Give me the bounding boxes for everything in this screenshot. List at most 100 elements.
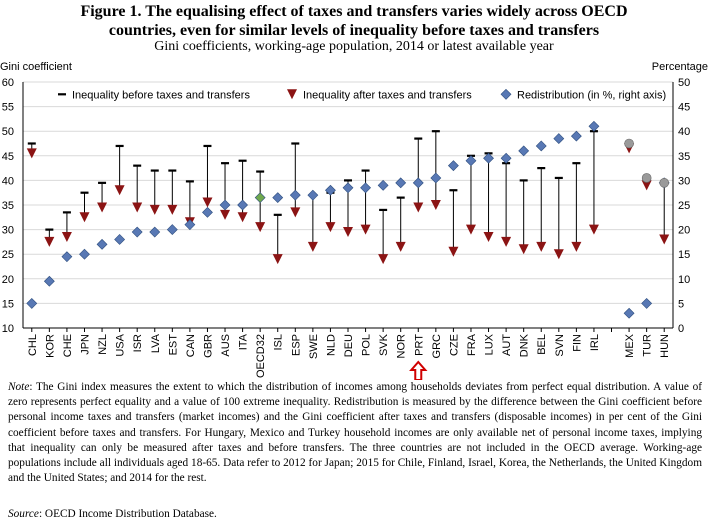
y-tick-left-label: 25 — [2, 249, 14, 261]
x-tick-label-can: CAN — [185, 334, 197, 357]
redistribution-marker-nor — [395, 177, 407, 189]
x-tick-label-pol: POL — [361, 334, 373, 356]
x-tick-label-mex: MEX — [624, 333, 636, 358]
x-tick-label-irl: IRL — [589, 334, 601, 351]
redistribution-marker-pol — [360, 182, 371, 194]
y-tick-right-label: 35 — [678, 151, 690, 163]
figure-title-line-1: Figure 1. The equalising effect of taxes… — [80, 3, 628, 20]
y-tick-left-label: 40 — [2, 175, 14, 187]
x-tick-label-nld: NLD — [325, 334, 337, 356]
redistribution-marker-chl — [26, 297, 38, 309]
x-tick-label-gbr: GBR — [202, 334, 214, 358]
x-tick-label-nzl: NZL — [97, 334, 109, 355]
after-marker-gbr — [202, 197, 213, 208]
redistribution-marker-grc — [430, 172, 442, 184]
after-marker-jpn — [79, 212, 90, 223]
redistribution-marker-fin — [570, 130, 582, 142]
x-tick-label-est: EST — [167, 334, 179, 356]
before-circle-mex — [624, 138, 634, 149]
redistribution-marker-irl — [588, 120, 600, 132]
y-tick-right-label: 50 — [678, 77, 690, 89]
x-tick-label-kor: KOR — [44, 334, 56, 358]
after-marker-chl — [26, 148, 37, 159]
after-marker-pol — [360, 224, 371, 235]
after-marker-grc — [430, 200, 441, 210]
note-text: : The Gini index measures the extent to … — [8, 381, 702, 485]
y-tick-right-label: 0 — [678, 323, 684, 335]
redistribution-marker-prt — [412, 177, 424, 189]
redistribution-marker-tur — [641, 297, 653, 309]
x-tick-label-jpn: JPN — [79, 334, 91, 355]
figure-title-line-2: countries, even for similar levels of in… — [108, 22, 600, 39]
redistribution-marker-nld — [325, 184, 336, 196]
legend-before-label: Inequality before taxes and transfers — [72, 89, 250, 101]
redistribution-marker-gbr — [202, 206, 213, 218]
y-tick-left-label: 30 — [2, 225, 14, 237]
after-marker-svn — [553, 249, 564, 260]
redistribution-marker-svn — [553, 133, 565, 145]
redistribution-marker-lux — [483, 152, 494, 164]
after-marker-irl — [588, 224, 599, 235]
after-marker-lva — [149, 204, 160, 215]
x-tick-label-nor: NOR — [396, 334, 408, 359]
after-marker-est — [167, 204, 178, 215]
x-tick-label-aut: AUT — [501, 334, 513, 356]
after-marker-che — [61, 231, 72, 242]
redistribution-marker-isl — [272, 192, 284, 204]
y-tick-right-label: 5 — [678, 298, 684, 310]
y-tick-right-label: 25 — [678, 200, 690, 212]
redistribution-marker-nzl — [96, 238, 108, 250]
legend-redistribution-label: Redistribution (in %, right axis) — [517, 89, 666, 101]
after-marker-tur — [641, 180, 652, 191]
x-tick-label-svn: SVN — [554, 334, 566, 357]
redistribution-marker-est — [166, 224, 178, 236]
x-tick-label-esp: ESP — [290, 334, 302, 356]
before-circle-hun — [659, 178, 670, 188]
y-tick-right-label: 10 — [678, 274, 690, 286]
y-axis-left-label: Gini coefficient — [0, 61, 72, 73]
after-marker-swe — [307, 241, 318, 252]
after-marker-kor — [44, 236, 55, 247]
y-tick-left-label: 15 — [2, 298, 14, 310]
x-tick-label-isr: ISR — [132, 334, 144, 352]
x-tick-label-grc: GRC — [431, 334, 443, 359]
x-tick-label-lux: LUX — [484, 333, 496, 355]
figure-source: Source: OECD Income Distribution Databas… — [8, 508, 217, 520]
y-axis-right-label: Percentage — [652, 61, 708, 73]
after-marker-aut — [501, 236, 512, 247]
y-tick-left-label: 50 — [2, 126, 14, 138]
y-tick-left-label: 35 — [2, 200, 14, 212]
figure-title: Figure 1. The equalising effect of taxes… — [0, 2, 708, 40]
after-marker-esp — [290, 207, 301, 218]
x-tick-label-chl: CHL — [27, 334, 39, 356]
redistribution-marker-lva — [149, 226, 161, 238]
after-marker-nld — [325, 222, 336, 233]
redistribution-marker-che — [61, 251, 73, 263]
figure-note: Note: The Gini index measures the extent… — [8, 380, 702, 486]
redistribution-marker-usa — [114, 234, 126, 245]
after-marker-lux — [483, 231, 494, 242]
after-marker-svk — [378, 254, 389, 265]
x-tick-label-bel: BEL — [536, 334, 548, 355]
redistribution-marker-esp — [289, 189, 301, 201]
x-tick-label-che: CHE — [62, 334, 74, 357]
after-marker-cze — [448, 246, 459, 257]
redistribution-marker-fra — [465, 155, 477, 167]
x-tick-label-aus: AUS — [220, 334, 232, 357]
after-marker-dnk — [518, 244, 529, 255]
redistribution-marker-swe — [307, 189, 319, 201]
after-marker-isl — [272, 254, 283, 265]
x-tick-label-fra: FRA — [466, 333, 478, 356]
x-tick-label-hun: HUN — [659, 334, 671, 358]
after-marker-ita — [237, 212, 248, 223]
gini-chart: Gini coefficient Percentage 10 0 15 5 20 10 25 15… — [0, 61, 708, 380]
after-marker-hun — [659, 234, 670, 245]
x-tick-label-tur: TUR — [642, 334, 654, 357]
redistribution-marker-bel — [535, 140, 547, 152]
x-tick-label-dnk: DNK — [519, 333, 531, 357]
after-marker-nzl — [97, 202, 108, 213]
x-tick-label-oecd32: OECD32 — [255, 334, 267, 378]
redistribution-marker-jpn — [79, 248, 90, 260]
redistribution-marker-isr — [131, 226, 143, 238]
after-marker-usa — [114, 185, 125, 196]
